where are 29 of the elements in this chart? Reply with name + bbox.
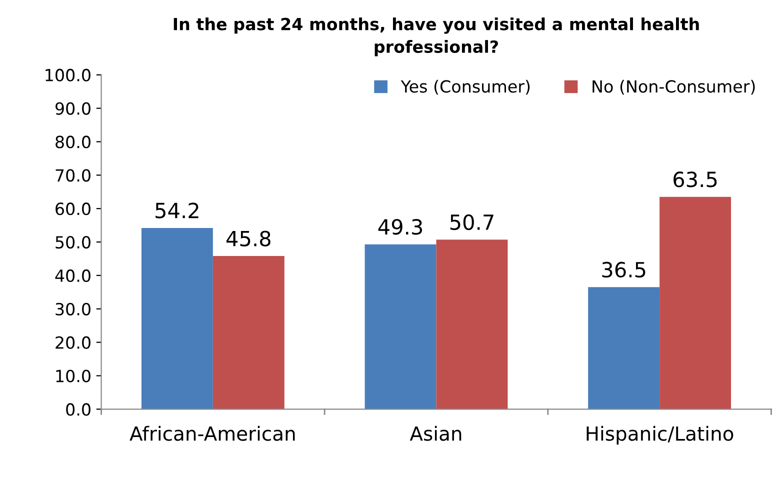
y-tick-label: 0.0: [66, 403, 90, 416]
data-label: 63.5: [674, 172, 717, 188]
legend-label: Yes (Consumer): [400, 80, 530, 95]
y-tick-label: 40.0: [55, 269, 90, 282]
data-label: 54.2: [156, 202, 198, 218]
y-tick-label: 70.0: [56, 169, 90, 182]
bar: [212, 256, 284, 410]
bar: [141, 228, 213, 410]
y-tick-label: 90.0: [55, 102, 90, 115]
y-tick-label: 20.0: [56, 336, 90, 349]
y-tick-label: 50.0: [56, 236, 90, 249]
data-label: 45.8: [226, 230, 270, 246]
x-tick-label: Asian: [410, 426, 462, 441]
bar: [588, 287, 660, 410]
bar: [436, 240, 508, 410]
y-tick-label: 10.0: [56, 370, 90, 382]
legend-label: No (Non-Consumer): [592, 80, 755, 95]
bar: [364, 244, 436, 410]
y-tick-label: 30.0: [56, 302, 90, 316]
data-label: 50.7: [450, 214, 494, 230]
data-label: 49.3: [378, 219, 422, 235]
y-tick-label: 100.0: [46, 68, 90, 82]
y-tick-label: 80.0: [56, 136, 90, 148]
bar: [660, 196, 732, 410]
x-tick-label: Hispanic/Latino: [586, 426, 734, 445]
data-label: 36.5: [602, 262, 646, 278]
chart-title: In the past 24 months, have you visited a mental health professional?: [174, 17, 699, 56]
y-tick-label: 60.0: [56, 202, 90, 216]
x-tick-label: African-American: [130, 426, 295, 441]
